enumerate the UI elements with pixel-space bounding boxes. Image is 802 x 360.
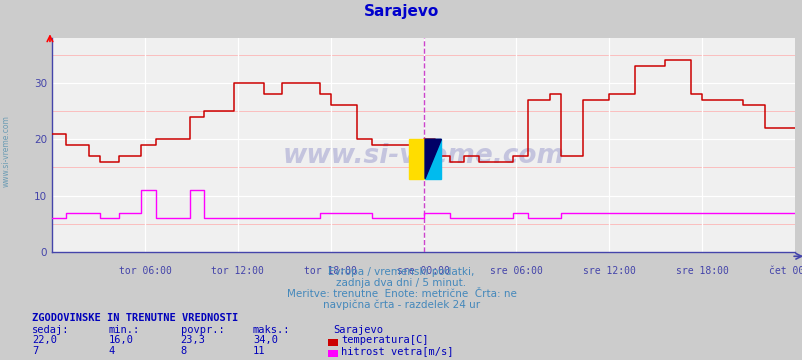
Text: Sarajevo: Sarajevo [363, 4, 439, 19]
Text: 16,0: 16,0 [108, 336, 133, 346]
Text: Meritve: trenutne  Enote: metrične  Črta: ne: Meritve: trenutne Enote: metrične Črta: … [286, 289, 516, 299]
Text: www.si-vreme.com: www.si-vreme.com [2, 115, 11, 187]
Text: sre 18:00: sre 18:00 [674, 266, 727, 276]
Text: 34,0: 34,0 [253, 336, 277, 346]
Text: min.:: min.: [108, 325, 140, 335]
Bar [408, 139, 424, 179]
Text: sre 06:00: sre 06:00 [489, 266, 542, 276]
Text: temperatura[C]: temperatura[C] [341, 336, 428, 346]
Text: sre 12:00: sre 12:00 [582, 266, 635, 276]
Text: hitrost vetra[m/s]: hitrost vetra[m/s] [341, 346, 453, 356]
Text: ZGODOVINSKE IN TRENUTNE VREDNOSTI: ZGODOVINSKE IN TRENUTNE VREDNOSTI [32, 313, 238, 323]
Text: tor 06:00: tor 06:00 [119, 266, 172, 276]
Text: 8: 8 [180, 346, 187, 356]
Text: 23,3: 23,3 [180, 336, 205, 346]
Bar [424, 139, 441, 179]
Text: Sarajevo: Sarajevo [333, 325, 383, 335]
Text: 7: 7 [32, 346, 38, 356]
Text: Evropa / vremenski podatki,: Evropa / vremenski podatki, [328, 267, 474, 278]
Text: povpr.:: povpr.: [180, 325, 224, 335]
Text: sre 00:00: sre 00:00 [397, 266, 449, 276]
Text: 4: 4 [108, 346, 115, 356]
Text: zadnja dva dni / 5 minut.: zadnja dva dni / 5 minut. [336, 278, 466, 288]
Text: navpična črta - razdelek 24 ur: navpična črta - razdelek 24 ur [322, 299, 480, 310]
Polygon shape [424, 139, 441, 179]
Text: maks.:: maks.: [253, 325, 290, 335]
Text: www.si-vreme.com: www.si-vreme.com [282, 143, 564, 168]
Text: tor 18:00: tor 18:00 [304, 266, 357, 276]
Text: sedaj:: sedaj: [32, 325, 70, 335]
Text: 11: 11 [253, 346, 265, 356]
Text: 22,0: 22,0 [32, 336, 57, 346]
Text: čet 00:00: čet 00:00 [768, 266, 802, 276]
Text: tor 12:00: tor 12:00 [211, 266, 264, 276]
